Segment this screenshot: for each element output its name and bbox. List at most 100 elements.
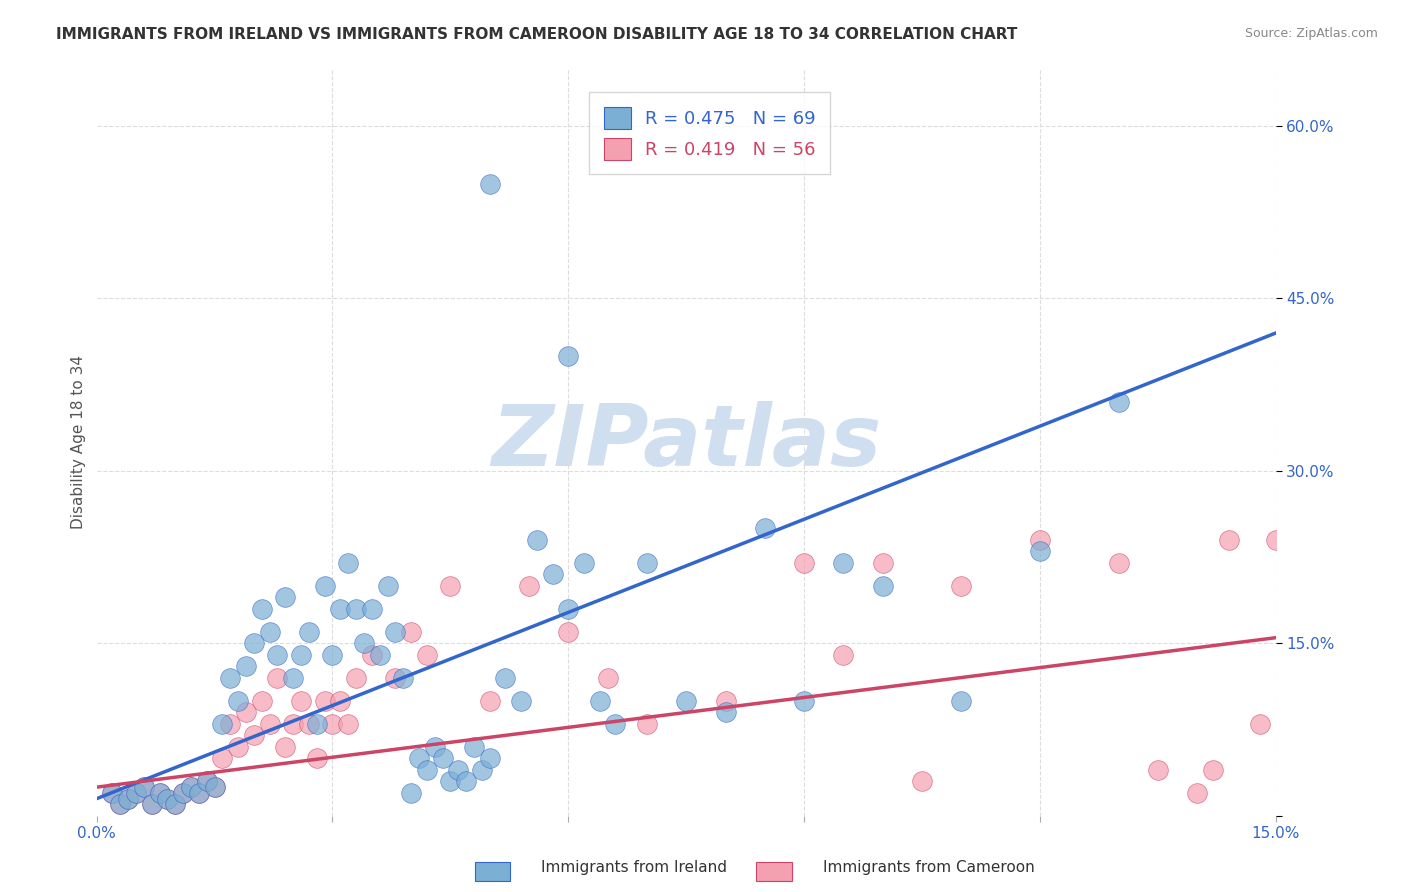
Point [305, 717, 328, 731]
Point [156, 791, 179, 805]
Point [290, 648, 312, 662]
Point [589, 694, 612, 708]
Point [314, 694, 336, 708]
Point [283, 671, 305, 685]
Point [439, 579, 461, 593]
Point [211, 717, 233, 731]
Point [266, 648, 288, 662]
Point [180, 780, 202, 794]
Point [165, 797, 187, 812]
Point [832, 648, 855, 662]
Legend: R = 0.475   N = 69, R = 0.419   N = 56: R = 0.475 N = 69, R = 0.419 N = 56 [589, 93, 831, 175]
Point [478, 694, 501, 708]
Point [329, 602, 352, 616]
Point [557, 349, 579, 363]
Point [314, 579, 336, 593]
Point [321, 648, 343, 662]
Point [1029, 533, 1052, 547]
Point [148, 786, 170, 800]
Point [494, 671, 516, 685]
Point [793, 556, 815, 570]
Point [132, 780, 155, 794]
Text: Immigrants from Ireland: Immigrants from Ireland [541, 861, 727, 875]
Point [235, 659, 257, 673]
Point [329, 694, 352, 708]
Point [219, 671, 242, 685]
Point [298, 624, 321, 639]
Point [117, 791, 139, 805]
Point [714, 694, 737, 708]
Point [510, 694, 533, 708]
Point [1147, 763, 1170, 777]
Text: IMMIGRANTS FROM IRELAND VS IMMIGRANTS FROM CAMEROON DISABILITY AGE 18 TO 34 CORR: IMMIGRANTS FROM IRELAND VS IMMIGRANTS FR… [56, 27, 1018, 42]
Point [165, 797, 187, 812]
Point [423, 739, 446, 754]
Point [235, 706, 257, 720]
Point [110, 797, 132, 812]
Point [596, 671, 619, 685]
Point [714, 706, 737, 720]
Point [832, 556, 855, 570]
Point [250, 602, 273, 616]
Point [541, 567, 564, 582]
Point [172, 786, 194, 800]
Point [478, 177, 501, 191]
Point [360, 648, 382, 662]
Point [101, 786, 124, 800]
Point [471, 763, 494, 777]
Point [377, 579, 399, 593]
Point [305, 751, 328, 765]
Point [605, 717, 627, 731]
Point [148, 786, 170, 800]
Point [432, 751, 454, 765]
Point [344, 671, 367, 685]
Point [456, 774, 478, 789]
Point [290, 694, 312, 708]
Point [384, 671, 406, 685]
Point [1108, 395, 1130, 409]
Point [321, 717, 343, 731]
Point [872, 579, 894, 593]
Point [226, 739, 249, 754]
Point [187, 786, 209, 800]
Point [1187, 786, 1209, 800]
Point [195, 774, 218, 789]
Text: Source: ZipAtlas.com: Source: ZipAtlas.com [1244, 27, 1378, 40]
Point [675, 694, 697, 708]
Point [911, 774, 934, 789]
Point [141, 797, 163, 812]
Point [1029, 544, 1052, 558]
Point [132, 780, 155, 794]
Point [636, 556, 658, 570]
Point [172, 786, 194, 800]
Point [950, 579, 973, 593]
Point [110, 797, 132, 812]
Point [950, 694, 973, 708]
Point [243, 636, 266, 650]
Point [416, 763, 439, 777]
Point [211, 751, 233, 765]
Point [793, 694, 815, 708]
Y-axis label: Disability Age 18 to 34: Disability Age 18 to 34 [72, 355, 86, 529]
Point [408, 751, 430, 765]
Point [156, 791, 179, 805]
Point [117, 791, 139, 805]
Point [1108, 556, 1130, 570]
Point [344, 602, 367, 616]
Point [517, 579, 540, 593]
Point [392, 671, 415, 685]
Point [259, 717, 281, 731]
Point [1218, 533, 1240, 547]
Point [337, 556, 360, 570]
Point [572, 556, 595, 570]
Point [416, 648, 439, 662]
Point [526, 533, 548, 547]
Point [125, 786, 148, 800]
Point [447, 763, 470, 777]
Point [274, 591, 297, 605]
Point [187, 786, 209, 800]
Point [557, 624, 579, 639]
Point [439, 774, 461, 789]
Point [250, 694, 273, 708]
Point [141, 797, 163, 812]
